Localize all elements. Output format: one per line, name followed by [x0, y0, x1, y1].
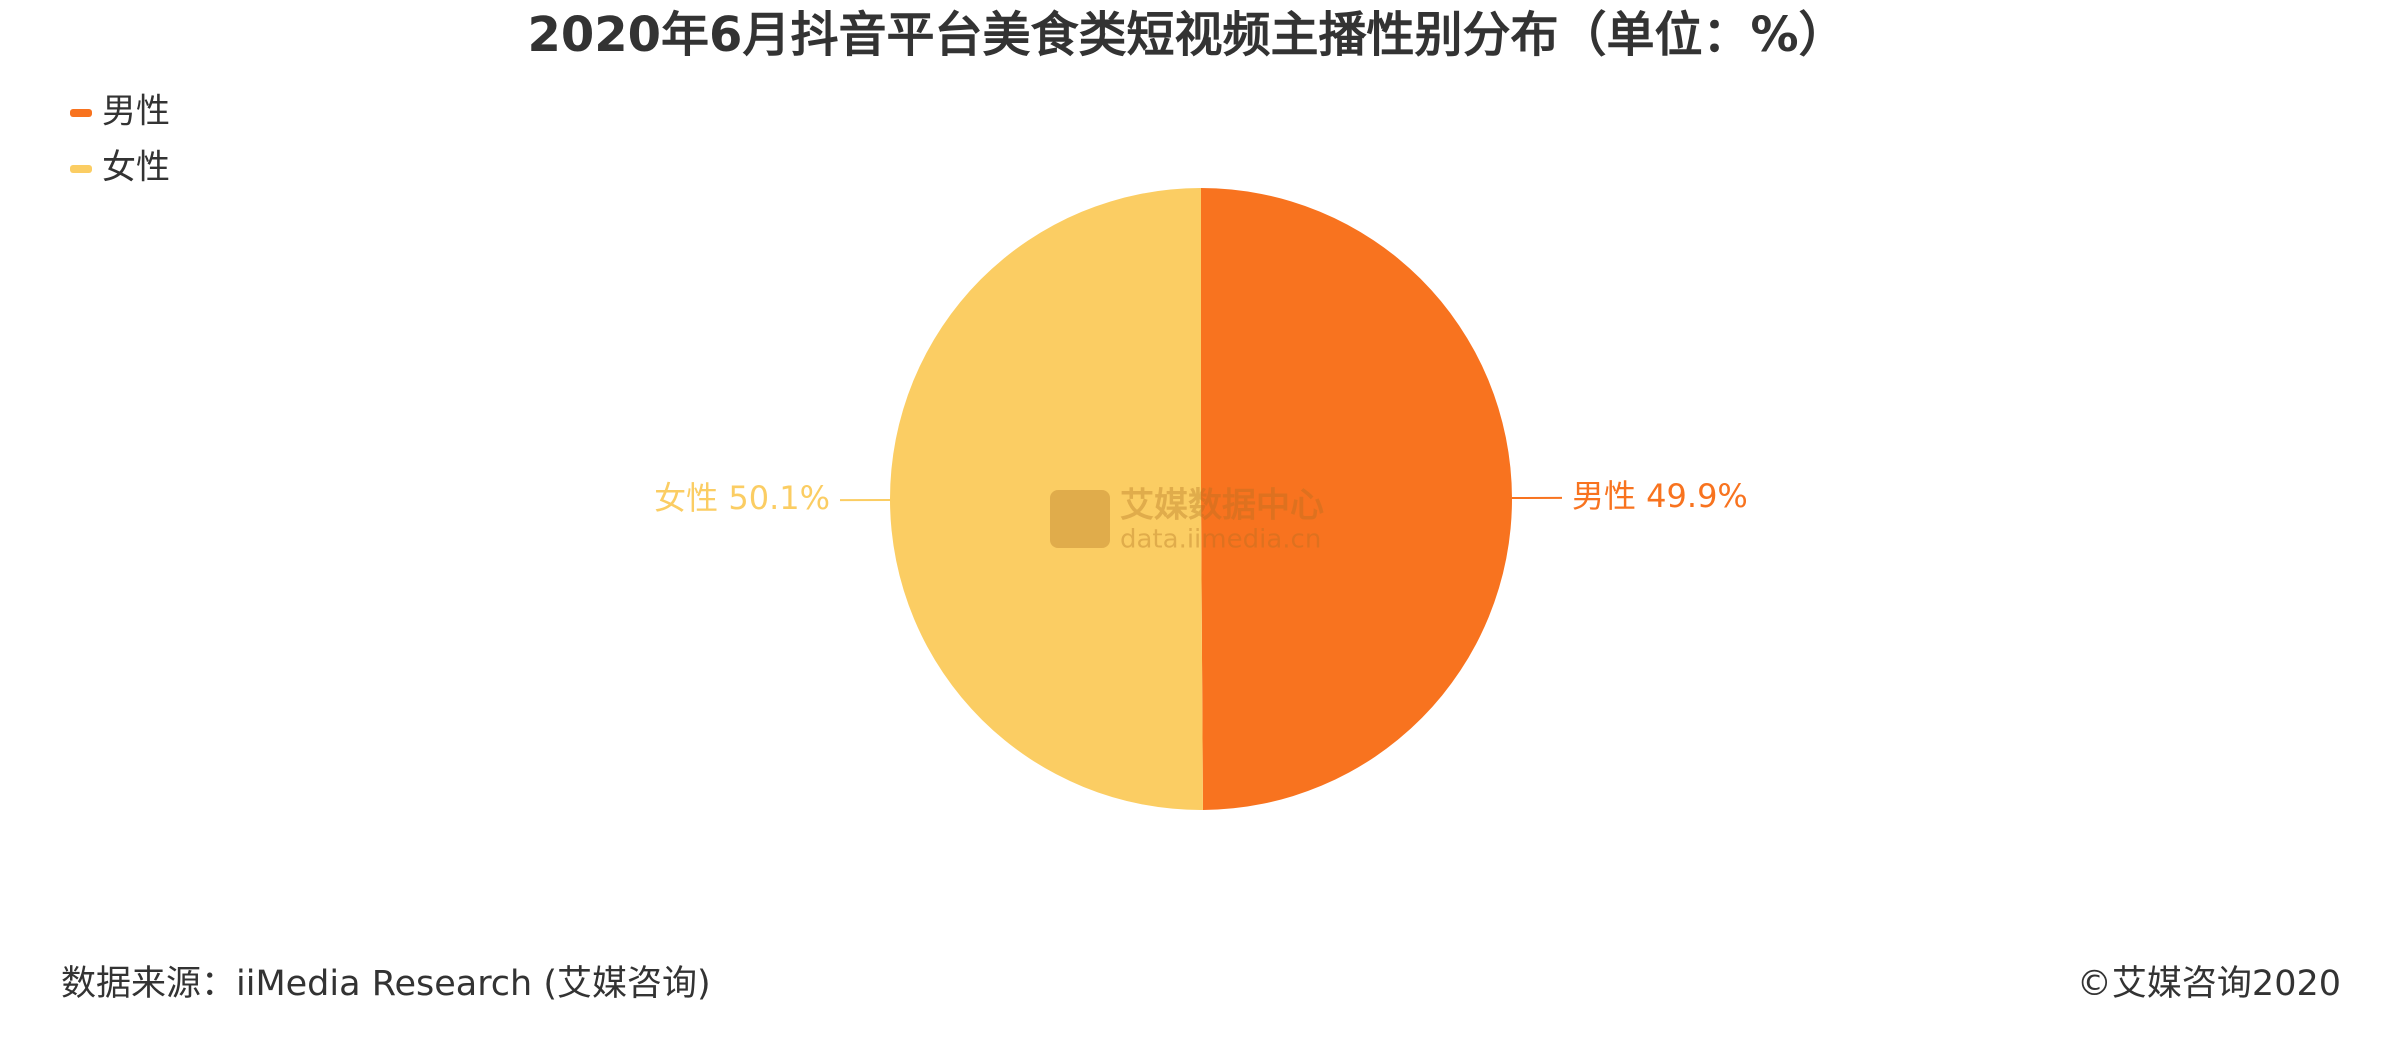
legend-marker — [70, 109, 92, 117]
chart-title: 2020年6月抖音平台美食类短视频主播性别分布（单位：%） — [527, 7, 1846, 63]
legend-label: 女性 — [102, 148, 170, 188]
copyright: ©艾媒咨询2020 — [2077, 964, 2341, 1004]
watermark-name: 艾媒数据中心 — [1120, 486, 1324, 526]
data-label-value: 49.9% — [1646, 477, 1748, 515]
pie-slice — [889, 188, 1203, 810]
watermark-logo — [1050, 490, 1110, 548]
data-label: 女性 50.1% — [654, 479, 830, 517]
pie — [889, 188, 1512, 810]
watermark: 艾媒数据中心 data.iimedia.cn — [1050, 486, 1324, 555]
legend-marker — [70, 165, 92, 173]
data-label: 男性 49.9% — [1572, 477, 1748, 515]
data-label-category: 男性 — [1572, 477, 1636, 515]
source: 数据来源：iiMedia Research (艾媒咨询) — [61, 964, 711, 1004]
data-label-category: 女性 — [654, 479, 718, 517]
pie-slice — [1201, 188, 1512, 810]
legend-label: 男性 — [102, 92, 170, 132]
watermark-url: data.iimedia.cn — [1120, 525, 1321, 555]
data-label-value: 50.1% — [728, 479, 830, 517]
